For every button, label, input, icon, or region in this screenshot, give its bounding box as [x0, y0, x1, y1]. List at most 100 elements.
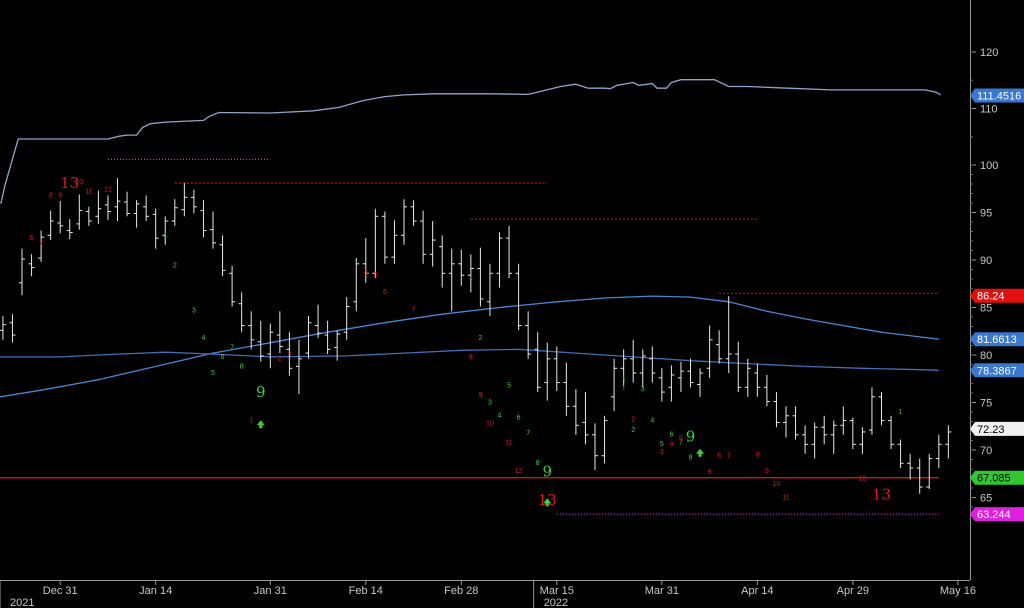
ohlc-bar: [85, 206, 92, 226]
up-arrow-icon: [696, 448, 705, 457]
x-tick-label: Feb 28: [444, 585, 478, 597]
ohlc-bar: [171, 199, 178, 226]
ohlc-bar: [19, 248, 25, 296]
count-label: 5: [507, 382, 511, 389]
count-label: 3: [192, 307, 196, 314]
ohlc-bar: [620, 349, 627, 388]
count-label: 1: [622, 376, 626, 383]
tag-background: [970, 507, 1024, 522]
ohlc-bar: [783, 406, 789, 438]
price-tag-white: 72.23: [970, 421, 1024, 436]
y-tick-label: 80: [980, 350, 992, 362]
ohlc-bar: [754, 363, 761, 397]
ohlc-bar: [907, 453, 914, 480]
price-tag-green: 67.085: [970, 470, 1024, 485]
ohlc-bar: [486, 263, 493, 317]
count-label: 3: [641, 386, 645, 393]
ohlc-bar: [152, 208, 159, 249]
ohlc-bar: [506, 225, 513, 279]
count-label: 5: [373, 272, 377, 279]
count-label: 8: [469, 354, 473, 361]
tag-background: [970, 332, 1024, 347]
ohlc-bar: [572, 389, 579, 435]
ohlc-bar: [592, 423, 598, 470]
count-label: 6: [30, 235, 34, 242]
ohlc-bar: [353, 258, 360, 312]
count-label: 2: [278, 356, 282, 363]
ohlc-bar: [697, 368, 704, 397]
count-label: 6: [221, 354, 225, 361]
ohlc-bar: [735, 341, 742, 393]
y-tick-label: 95: [980, 208, 992, 220]
ohlc-bar: [95, 190, 102, 224]
x-tick-label: Apr 14: [741, 585, 773, 597]
ohlc-bar: [448, 248, 455, 312]
x-tick-label: Apr 29: [837, 585, 869, 597]
y-tick-label: 100: [980, 160, 998, 172]
count-label: 1: [163, 232, 167, 239]
series-upper: [0, 79, 942, 204]
y-tick-label: 70: [980, 445, 992, 457]
ohlc-bar: [76, 194, 83, 230]
ohlc-bar: [200, 200, 207, 238]
price-bars: [0, 178, 952, 494]
tag-background: [970, 421, 1024, 436]
x-tick-label: Feb 14: [349, 585, 383, 597]
ohlc-bar: [773, 392, 780, 428]
count-label: 2: [478, 335, 482, 342]
ohlc-bar: [362, 238, 369, 283]
ohlc-bar: [143, 195, 150, 222]
ohlc-bar: [716, 330, 723, 364]
ohlc-bar: [57, 201, 64, 234]
count-label: 7: [39, 240, 43, 247]
count-label: 4: [364, 269, 368, 276]
price-tag-label: 78.3867: [977, 365, 1017, 377]
ohlc-bar: [38, 230, 45, 262]
ohlc-bar: [725, 296, 732, 374]
count-label: 11: [85, 189, 92, 196]
y-tick-label: 110: [980, 104, 998, 116]
ohlc-bar: [381, 211, 388, 264]
count-label: 7: [679, 439, 683, 446]
ohlc-bar: [238, 292, 245, 333]
up-arrow-icon: [543, 498, 552, 507]
y-tick-label: 120: [980, 47, 998, 59]
price-tag-blue: 81.6613: [970, 332, 1024, 347]
y-tick-label: 75: [980, 398, 992, 410]
count-label: 1: [899, 409, 903, 416]
ohlc-bar: [343, 297, 350, 340]
count-label: 6: [717, 453, 721, 460]
ohlc-bar: [840, 406, 847, 435]
ohlc-bar: [763, 374, 770, 407]
ohlc-bar: [525, 311, 532, 359]
count-label: 5: [211, 370, 215, 377]
count-label: 7: [526, 430, 530, 437]
count-label: 8: [49, 192, 53, 199]
count-label: 5: [679, 436, 683, 443]
ohlc-bar: [792, 406, 799, 440]
series-ma_fast: [0, 295, 939, 398]
ohlc-bar: [744, 358, 751, 397]
ohlc-bar: [677, 361, 684, 393]
count-label: 6: [383, 289, 387, 296]
ohlc-bar: [439, 235, 446, 288]
year-label: 2022: [544, 597, 568, 608]
ohlc-bar: [295, 339, 302, 394]
count-label: 4: [669, 441, 673, 448]
ohlc-bar: [28, 254, 35, 277]
ohlc-bar: [706, 325, 713, 378]
count-label: 9: [708, 469, 712, 476]
count-label: 11: [505, 439, 512, 446]
ohlc-bar: [611, 358, 618, 412]
count-label: 9: [765, 468, 769, 475]
ohlc-bar: [811, 422, 818, 459]
ohlc-bar: [257, 320, 264, 362]
count-label: 8: [689, 455, 693, 462]
ohlc-bar: [821, 415, 828, 445]
ohlc-bar: [515, 263, 522, 331]
ohlc-bar: [830, 420, 837, 454]
x-tick-label: Mar 15: [540, 585, 574, 597]
